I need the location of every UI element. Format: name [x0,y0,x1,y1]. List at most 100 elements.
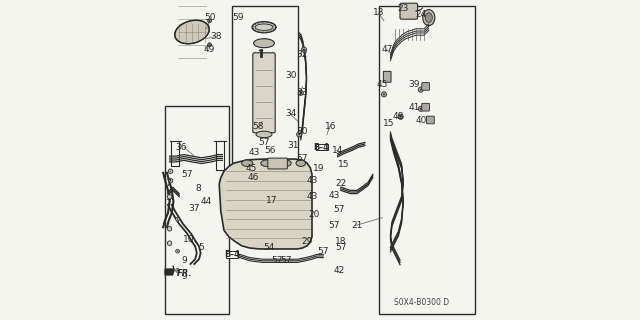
Circle shape [419,87,424,92]
Text: B-4: B-4 [224,250,240,259]
Circle shape [175,217,179,221]
FancyBboxPatch shape [427,116,435,124]
Circle shape [168,241,172,245]
Text: 49: 49 [204,45,215,54]
Text: 14: 14 [332,146,343,155]
Bar [232,6,298,192]
Text: 43: 43 [329,191,340,200]
Circle shape [303,49,305,51]
Text: 22: 22 [335,180,346,188]
Text: 57: 57 [281,256,292,265]
Circle shape [207,43,211,47]
Text: 57: 57 [182,170,193,179]
Text: 21: 21 [351,221,362,230]
Text: 20: 20 [308,210,319,219]
Text: 31: 31 [287,141,298,150]
Text: 40: 40 [415,116,426,124]
Circle shape [175,249,179,253]
Text: 46: 46 [247,173,259,182]
Text: 29: 29 [301,237,313,246]
Text: 15: 15 [383,119,394,128]
Circle shape [298,133,300,135]
Text: 57: 57 [329,221,340,230]
Ellipse shape [175,20,209,44]
Text: 30: 30 [297,127,308,136]
Text: FR.: FR. [177,269,193,278]
Text: 47: 47 [381,45,393,54]
Text: 36: 36 [175,143,186,152]
Text: 59: 59 [233,13,244,22]
Text: 45: 45 [246,164,257,172]
Text: 57: 57 [317,247,329,256]
Text: 58: 58 [252,122,263,131]
Text: 9: 9 [181,256,187,265]
Text: 48: 48 [393,112,404,121]
Circle shape [177,251,178,252]
Text: 41: 41 [409,103,420,112]
Ellipse shape [280,160,291,166]
Circle shape [420,108,422,110]
Text: 5: 5 [199,244,204,252]
Text: 23: 23 [397,4,409,12]
Text: 7: 7 [165,180,171,188]
Circle shape [207,19,211,23]
Ellipse shape [242,160,253,166]
Text: 17: 17 [266,196,278,204]
Circle shape [177,219,178,220]
Circle shape [168,195,172,199]
Circle shape [168,227,172,231]
Circle shape [298,90,303,95]
Circle shape [419,106,424,111]
Circle shape [209,44,210,45]
Text: 38: 38 [211,32,221,41]
Circle shape [381,92,387,97]
Circle shape [209,20,210,21]
Text: 45: 45 [377,80,388,89]
Text: 13: 13 [374,8,385,17]
Text: 57: 57 [297,154,308,163]
Circle shape [170,171,172,172]
FancyBboxPatch shape [400,3,418,19]
Text: 57: 57 [333,205,345,214]
Text: 54: 54 [263,244,275,252]
Text: 43: 43 [307,176,317,185]
Text: 32: 32 [297,50,308,59]
Polygon shape [165,266,174,275]
Text: 19: 19 [313,164,324,172]
Text: 57: 57 [335,244,346,252]
FancyBboxPatch shape [253,53,275,133]
Text: B-4: B-4 [314,143,330,152]
FancyBboxPatch shape [422,103,429,111]
Text: 9: 9 [181,272,187,281]
Text: 57: 57 [271,256,282,265]
Text: 44: 44 [201,197,212,206]
Ellipse shape [253,39,275,48]
Ellipse shape [296,160,306,166]
Text: 30: 30 [285,71,297,80]
Text: 37: 37 [188,204,199,212]
Text: 15: 15 [339,160,349,169]
Circle shape [170,180,172,181]
Text: S0X4-B0300 D: S0X4-B0300 D [394,298,449,307]
Text: 10: 10 [183,236,195,244]
Bar [165,106,229,314]
Text: 39: 39 [409,80,420,89]
Ellipse shape [423,10,435,26]
Text: 50: 50 [204,13,215,22]
Text: 43: 43 [249,148,260,156]
Text: 43: 43 [307,192,317,201]
Text: 33: 33 [297,88,308,97]
Text: 24: 24 [415,10,426,19]
Text: 7: 7 [165,199,171,208]
Circle shape [168,169,173,173]
Text: 56: 56 [265,146,276,155]
Text: 16: 16 [326,122,337,131]
Bar [226,251,238,258]
Text: 34: 34 [285,109,297,118]
Circle shape [175,268,179,272]
Ellipse shape [256,131,272,138]
Circle shape [297,132,302,137]
Text: 57: 57 [259,138,269,147]
Polygon shape [219,159,312,249]
Circle shape [177,270,178,271]
